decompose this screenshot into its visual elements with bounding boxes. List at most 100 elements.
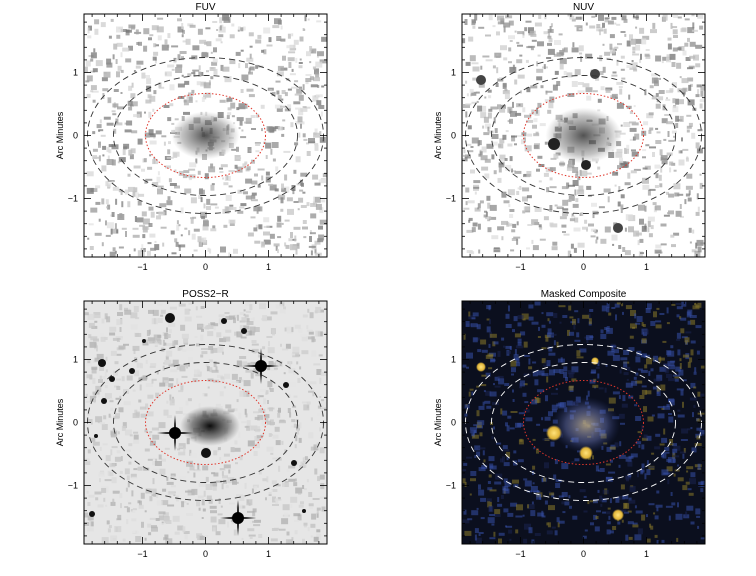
noise-pixel — [309, 76, 314, 81]
noise-pixel — [523, 383, 528, 386]
noise-pixel — [308, 503, 314, 507]
noise-pixel — [90, 85, 97, 91]
noise-pixel — [188, 362, 190, 367]
noise-pixel — [525, 417, 533, 422]
galaxy-emission — [171, 111, 240, 160]
noise-pixel — [659, 183, 663, 188]
noise-pixel — [614, 303, 620, 308]
noise-pixel — [513, 236, 521, 239]
noise-pixel — [563, 71, 567, 75]
noise-pixel — [596, 236, 599, 240]
noise-pixel — [675, 210, 682, 217]
noise-pixel — [559, 369, 564, 374]
noise-pixel — [171, 252, 177, 255]
noise-pixel — [512, 101, 514, 108]
noise-pixel — [161, 44, 169, 51]
noise-pixel — [676, 314, 680, 318]
noise-pixel — [470, 146, 474, 148]
noise-pixel — [90, 90, 94, 93]
noise-pixel — [498, 143, 504, 149]
noise-pixel — [293, 513, 301, 517]
noise-pixel — [635, 38, 642, 44]
noise-pixel — [577, 176, 581, 181]
noise-pixel — [554, 530, 558, 536]
noise-pixel — [201, 237, 207, 243]
noise-pixel — [150, 211, 155, 218]
noise-pixel — [252, 511, 256, 517]
noise-pixel — [541, 347, 547, 350]
noise-pixel — [637, 472, 639, 478]
noise-pixel — [502, 410, 508, 416]
noise-pixel — [92, 131, 96, 135]
noise-pixel — [148, 532, 152, 536]
noise-pixel — [640, 53, 642, 60]
noise-pixel — [124, 189, 129, 195]
noise-pixel — [634, 505, 637, 509]
noise-pixel — [263, 231, 270, 236]
noise-pixel — [610, 459, 613, 463]
noise-pixel — [158, 515, 164, 521]
noise-pixel — [185, 347, 193, 352]
x-tick-label: 1 — [644, 549, 649, 559]
noise-pixel — [627, 460, 633, 467]
noise-pixel — [635, 510, 643, 514]
noise-pixel — [598, 206, 605, 209]
noise-pixel — [146, 78, 152, 85]
noise-pixel — [122, 47, 130, 52]
noise-pixel — [568, 184, 575, 187]
noise-pixel — [665, 505, 673, 508]
noise-pixel — [316, 55, 319, 58]
noise-pixel — [554, 459, 558, 465]
noise-pixel — [298, 94, 304, 101]
noise-pixel — [491, 523, 495, 526]
noise-pixel — [177, 346, 181, 351]
y-tick-label: 0 — [73, 131, 78, 141]
noise-pixel — [474, 455, 477, 459]
noise-pixel — [201, 348, 208, 350]
noise-pixel — [236, 157, 242, 160]
noise-pixel — [311, 336, 315, 343]
noise-pixel — [206, 325, 214, 329]
noise-pixel — [484, 96, 487, 99]
noise-pixel — [156, 303, 163, 306]
noise-pixel — [107, 155, 110, 162]
noise-pixel — [675, 303, 682, 305]
noise-pixel — [476, 385, 480, 388]
noise-pixel — [626, 65, 633, 68]
noise-pixel — [117, 106, 124, 110]
noise-pixel — [258, 471, 262, 475]
noise-pixel — [470, 169, 475, 174]
noise-pixel — [105, 455, 111, 462]
noise-pixel — [478, 484, 481, 490]
noise-pixel — [252, 520, 259, 523]
noise-pixel — [174, 238, 178, 243]
noise-pixel — [312, 392, 315, 397]
noise-pixel — [157, 318, 163, 323]
noise-pixel — [128, 45, 133, 51]
noise-pixel — [592, 90, 598, 93]
noise-pixel — [191, 233, 196, 240]
noise-pixel — [497, 104, 501, 110]
noise-pixel — [209, 67, 216, 71]
noise-pixel — [104, 393, 112, 400]
noise-pixel — [466, 456, 473, 459]
noise-pixel — [480, 112, 487, 119]
noise-pixel — [607, 20, 614, 25]
noise-pixel — [236, 146, 239, 152]
noise-pixel — [260, 241, 265, 248]
noise-pixel — [493, 117, 496, 124]
noise-pixel — [96, 353, 104, 359]
noise-pixel — [164, 447, 170, 450]
noise-pixel — [136, 42, 140, 45]
noise-pixel — [147, 242, 152, 245]
noise-pixel — [555, 483, 561, 488]
noise-pixel — [687, 361, 691, 368]
noise-pixel — [654, 515, 659, 520]
noise-pixel — [489, 204, 497, 211]
noise-pixel — [696, 435, 701, 440]
noise-pixel — [502, 486, 506, 491]
noise-pixel — [280, 105, 286, 108]
noise-pixel — [192, 216, 197, 219]
noise-pixel — [465, 111, 468, 118]
noise-pixel — [267, 407, 275, 410]
